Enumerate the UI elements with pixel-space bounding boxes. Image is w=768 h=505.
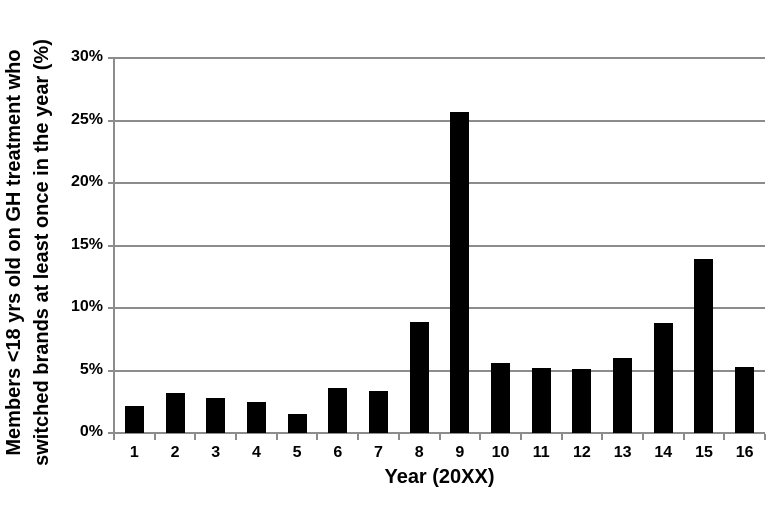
x-axis-tick-13 [641, 434, 644, 440]
bar-year-13 [613, 358, 633, 433]
bar-year-10 [491, 363, 511, 433]
x-tick-label-3: 3 [211, 444, 221, 461]
x-tick-label-6: 6 [333, 444, 343, 461]
bar-year-16 [735, 366, 755, 433]
bar-year-14 [653, 323, 673, 433]
x-tick-label-10: 10 [491, 444, 510, 461]
x-tick-label-15: 15 [695, 444, 713, 461]
bar-year-1 [124, 405, 144, 433]
x-axis-tick-3 [235, 434, 238, 440]
gridline-15pct [108, 244, 765, 247]
x-tick-label-8: 8 [414, 444, 424, 461]
gridline-20pct [108, 182, 765, 184]
gridline-5pct [108, 369, 765, 372]
x-axis-tick-11 [560, 434, 563, 440]
y-tick-label-25pct: 25% [70, 110, 103, 128]
bar-year-6 [328, 388, 348, 433]
gridline-25pct [108, 119, 765, 122]
x-tick-label-4: 4 [251, 444, 261, 461]
x-tick-label-14: 14 [654, 444, 673, 461]
x-axis-tick-12 [601, 434, 604, 440]
x-tick-label-2: 2 [170, 444, 180, 461]
x-axis-baseline [108, 432, 765, 434]
bar-year-5 [287, 414, 307, 433]
bar-year-12 [572, 369, 592, 433]
x-tick-label-11: 11 [532, 444, 550, 461]
x-axis-title: Year (20XX) [384, 466, 495, 488]
bar-year-11 [531, 368, 551, 433]
x-axis-tick-1 [153, 434, 156, 440]
bar-year-8 [409, 321, 429, 433]
x-axis-tick-16 [764, 434, 766, 440]
x-tick-label-13: 13 [613, 444, 632, 461]
bar-year-15 [694, 259, 714, 433]
bar-year-2 [165, 393, 185, 433]
bar-year-4 [246, 401, 266, 433]
x-axis-tick-4 [275, 434, 278, 440]
x-axis-tick-14 [682, 434, 685, 440]
x-tick-label-1: 1 [129, 444, 139, 461]
x-axis-tick-9 [479, 434, 482, 440]
gridline-10pct [108, 307, 765, 309]
x-tick-label-16: 16 [735, 444, 754, 461]
y-tick-label-20pct: 20% [70, 173, 103, 190]
y-tick-label-5pct: 5% [79, 360, 103, 378]
x-tick-label-9: 9 [455, 444, 465, 461]
x-axis-tick-15 [723, 434, 726, 440]
x-axis-tick-2 [194, 434, 197, 440]
bar-year-9 [450, 111, 470, 433]
y-tick-label-30pct: 30% [70, 48, 103, 65]
x-axis-tick-10 [519, 434, 522, 440]
x-tick-label-12: 12 [573, 444, 591, 461]
y-tick-label-0pct: 0% [79, 423, 103, 440]
x-axis-tick-6 [357, 434, 360, 440]
bar-year-7 [368, 390, 388, 433]
y-tick-label-15pct: 15% [70, 235, 103, 253]
y-axis-title-line1: Members <18 yrs old on GH treatment who [3, 49, 25, 456]
x-tick-label-7: 7 [374, 444, 383, 461]
y-axis-line [113, 58, 115, 433]
gridline-30pct [108, 57, 765, 59]
x-axis-tick-0 [113, 434, 115, 440]
x-axis-tick-8 [438, 434, 441, 440]
x-axis-tick-5 [316, 434, 319, 440]
bar-year-3 [206, 398, 226, 433]
y-tick-label-10pct: 10% [70, 298, 103, 315]
x-tick-label-5: 5 [292, 444, 302, 461]
x-axis-tick-7 [397, 434, 400, 440]
